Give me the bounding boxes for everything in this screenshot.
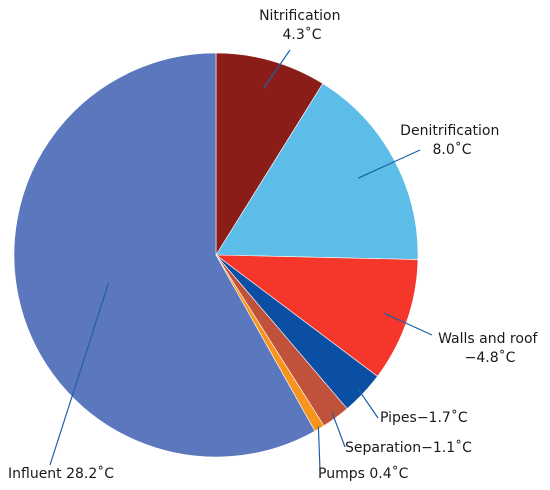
pie-slice-nitrification [215,52,324,257]
pie-slice-denitrification [215,83,419,260]
label-pumps: Pumps 0.4˚C [318,465,409,482]
leader-line-separation [331,412,346,448]
pie-slice-walls-and-roof [215,254,419,377]
label-pipes: Pipes−1.7˚C [380,409,468,426]
pie-slice-influent [13,52,316,458]
leader-line-influent [49,282,110,466]
leader-line-walls-and-roof [383,312,433,336]
leader-lines [49,49,433,471]
label-denitrification: Denitrification 8.0˚C [400,123,504,158]
label-walls-and-roof: Walls and roof −4.8˚C [438,331,542,366]
label-separation: Separation−1.1˚C [345,439,472,456]
pie-slices [13,52,419,458]
label-influent: Influent 28.2˚C [8,465,114,482]
leader-line-pumps [317,426,321,471]
label-nitrification: Nitrification 4.3˚C [259,8,345,43]
leader-line-pipes [356,387,379,419]
leader-line-nitrification [263,49,291,89]
leader-line-denitrification [357,149,421,179]
